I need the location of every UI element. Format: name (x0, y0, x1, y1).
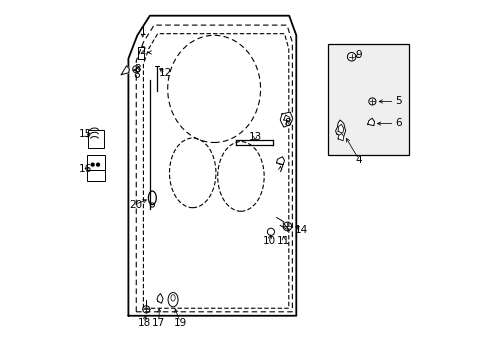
Polygon shape (121, 66, 129, 75)
Polygon shape (367, 118, 374, 126)
Text: 8: 8 (284, 118, 290, 128)
Polygon shape (280, 112, 292, 127)
Polygon shape (337, 134, 343, 141)
Text: 2: 2 (139, 46, 146, 57)
Text: 10: 10 (263, 236, 276, 246)
Text: 4: 4 (355, 156, 362, 165)
Text: 9: 9 (355, 50, 362, 60)
Circle shape (96, 162, 100, 167)
Text: 3: 3 (134, 64, 141, 74)
Text: 5: 5 (394, 96, 401, 107)
Text: 20: 20 (129, 200, 142, 210)
Polygon shape (276, 157, 284, 165)
Circle shape (90, 162, 95, 167)
Text: 13: 13 (248, 132, 261, 142)
Text: 18: 18 (138, 318, 151, 328)
Text: 1: 1 (139, 27, 146, 37)
Text: 15: 15 (79, 129, 92, 139)
Bar (328, 44, 408, 155)
Text: 12: 12 (159, 68, 172, 78)
Polygon shape (157, 294, 163, 303)
Text: 7: 7 (276, 164, 283, 174)
Text: 6: 6 (394, 118, 401, 128)
Text: 16: 16 (79, 164, 92, 174)
Text: 19: 19 (173, 318, 186, 328)
Text: 14: 14 (294, 225, 307, 235)
Text: 11: 11 (277, 236, 290, 246)
Text: 17: 17 (152, 318, 165, 328)
Polygon shape (335, 120, 345, 136)
